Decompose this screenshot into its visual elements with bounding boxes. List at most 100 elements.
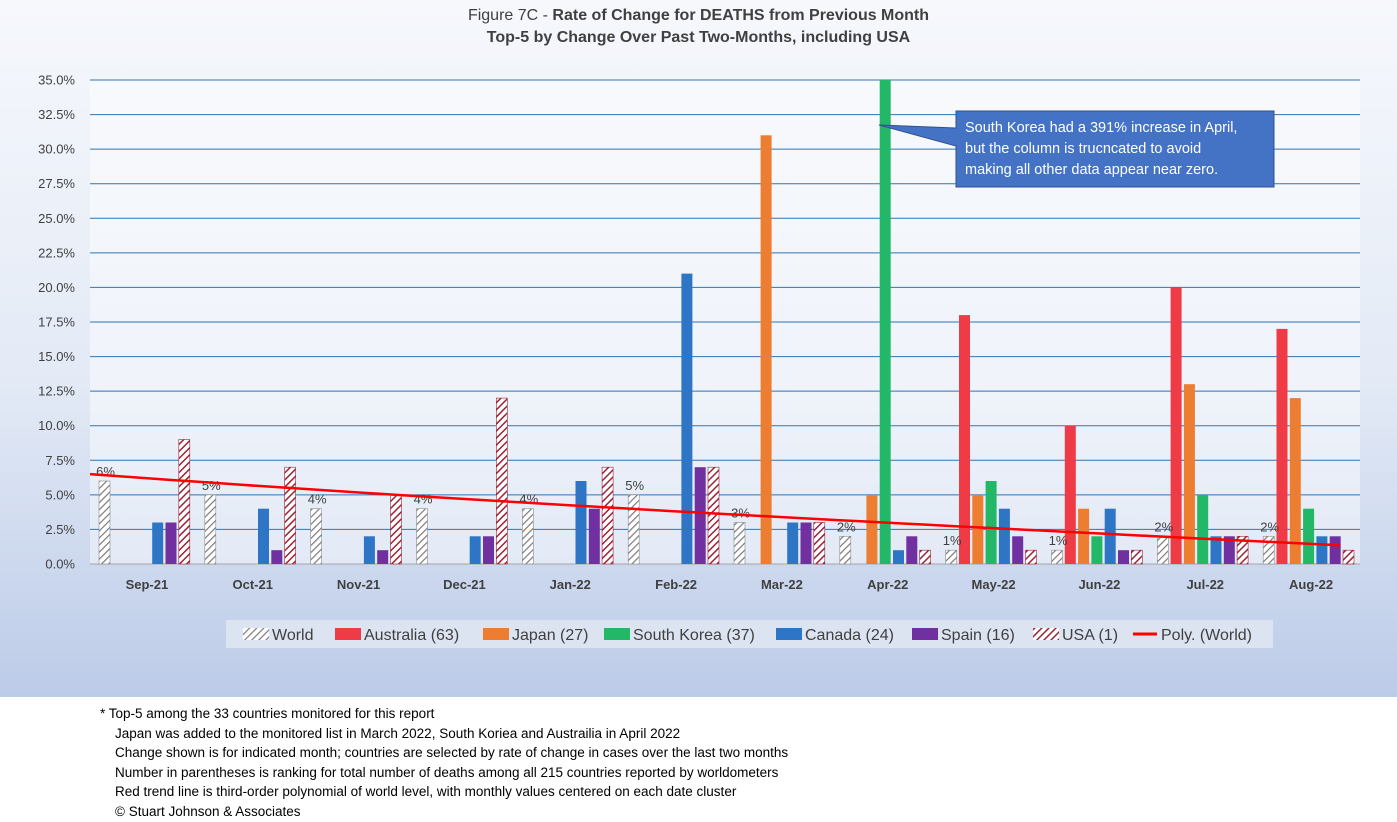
bar-usa [919,549,931,565]
bar-usa [390,494,402,565]
bar-world [839,535,852,565]
legend-label: Poly. (World) [1161,627,1252,644]
callout-line-2: but the column is trucncated to avoid [965,141,1201,157]
bar-world [1051,549,1063,565]
y-axis: 0.0% 2.5% 5.0% 7.5% 10.0% 12.5% 15.0% 17.5% 20.0… [38,73,75,572]
note-3: Change shown is for indicated month; cou… [115,745,789,761]
bars [98,80,1355,565]
bar-spain [800,522,812,564]
legend-label: South Korea (37) [633,627,755,644]
bar-spain [271,550,283,564]
bar-usa [1236,535,1249,565]
legend-swatch [604,628,630,640]
chart-title: Figure 7C - Rate of Change for DEATHS fr… [0,5,1397,49]
note-5: Red trend line is third-order polynomial… [115,784,737,800]
legend-label: Japan (27) [512,627,589,644]
bar-spain [694,467,706,564]
bar-world [204,494,217,565]
bar-canada [681,273,693,564]
y-tick-label: 32.5% [38,107,75,122]
bar-world [733,522,746,565]
world-data-label: 5% [202,478,221,493]
bar-canada [1210,536,1222,564]
x-tick-label: Dec-21 [443,577,486,592]
bar-spain [1012,536,1024,564]
bar-canada [363,536,375,564]
bar-japan [866,494,878,564]
world-data-label: 5% [625,478,644,493]
x-tick-label: Feb-22 [655,577,697,592]
bar-spain [1329,536,1341,564]
bar-world [416,508,428,565]
legend-swatch [912,628,938,640]
bar-canada [152,522,164,564]
bar-japan [1183,384,1195,564]
y-tick-label: 0.0% [45,557,75,572]
title-line2: Top-5 by Change Over Past Two-Months, in… [486,29,911,46]
bar-spain [588,508,600,564]
bar-usa [284,466,296,565]
legend-swatch [776,628,802,640]
bar-world [310,508,323,565]
world-data-label: 3% [731,506,750,521]
world-data-label: 4% [414,492,433,507]
bar-australia [959,315,970,564]
y-tick-label: 17.5% [38,315,75,330]
bar-south [1197,494,1209,564]
bar-canada [893,550,904,564]
x-tick-label: Jun-22 [1078,577,1120,592]
bar-japan [1078,508,1090,564]
bar-world [98,480,111,565]
note-1: * Top-5 among the 33 countries monitored… [100,706,435,721]
bar-world [521,508,534,565]
y-tick-label: 30.0% [38,142,75,157]
x-tick-label: Nov-21 [337,577,380,592]
note-6: © Stuart Johnson & Associates [115,803,301,819]
bar-usa [178,439,191,565]
bar-south [985,481,997,564]
y-tick-label: 10.0% [38,418,75,433]
x-tick-label: Sep-21 [126,577,169,592]
annotation-callout: South Korea had a 391% increase in April… [878,110,1275,188]
x-tick-label: Apr-22 [867,577,908,592]
x-tick-label: Aug-22 [1289,577,1333,592]
world-data-label: 2% [1260,519,1279,534]
bar-canada [998,508,1010,564]
bar-world [945,549,958,565]
bar-south [1091,536,1103,564]
legend-label: Canada (24) [805,627,894,644]
y-tick-label: 25.0% [38,211,75,226]
title-bold: Rate of Change for DEATHS from Previous … [552,7,930,24]
y-tick-label: 12.5% [38,384,75,399]
trendline-poly-world [89,472,1341,547]
legend-label: World [272,627,314,644]
x-tick-label: Jan-22 [550,577,591,592]
bar-canada [575,481,587,564]
bar-spain [1223,536,1235,564]
footnotes: * Top-5 among the 33 countries monitored… [100,704,788,822]
bar-chart: 0.0% 2.5% 5.0% 7.5% 10.0% 12.5% 15.0% 17.5% 20.0… [38,73,1360,648]
legend-swatch [1033,628,1059,640]
world-data-label: 2% [837,519,856,534]
legend-label: USA (1) [1062,627,1118,644]
bar-usa [1131,549,1143,565]
bar-usa [495,397,508,565]
bar-canada [469,536,481,564]
bar-south [1303,508,1315,564]
world-data-label: 2% [1154,519,1173,534]
x-axis: Sep-21 Oct-21 Nov-21 Dec-21 Jan-22 Feb-22 Mar-… [126,577,1334,592]
legend-box [226,620,1273,648]
legend-label: Spain (16) [941,627,1015,644]
bar-canada [787,522,799,564]
bar-canada [1316,536,1328,564]
callout-line-3: making all other data appear near zero. [965,162,1218,178]
y-tick-label: 35.0% [38,73,75,88]
bar-spain [483,536,494,564]
note-4: Number in parentheses is ranking for tot… [115,764,779,780]
y-tick-label: 27.5% [38,176,75,191]
chart-area: Figure 7C - Rate of Change for DEATHS fr… [0,0,1397,697]
callout-line-1: South Korea had a 391% increase in April… [965,120,1237,136]
note-2: Japan was added to the monitored list in… [115,725,681,741]
bar-usa [707,466,720,565]
legend-swatch [243,628,269,640]
